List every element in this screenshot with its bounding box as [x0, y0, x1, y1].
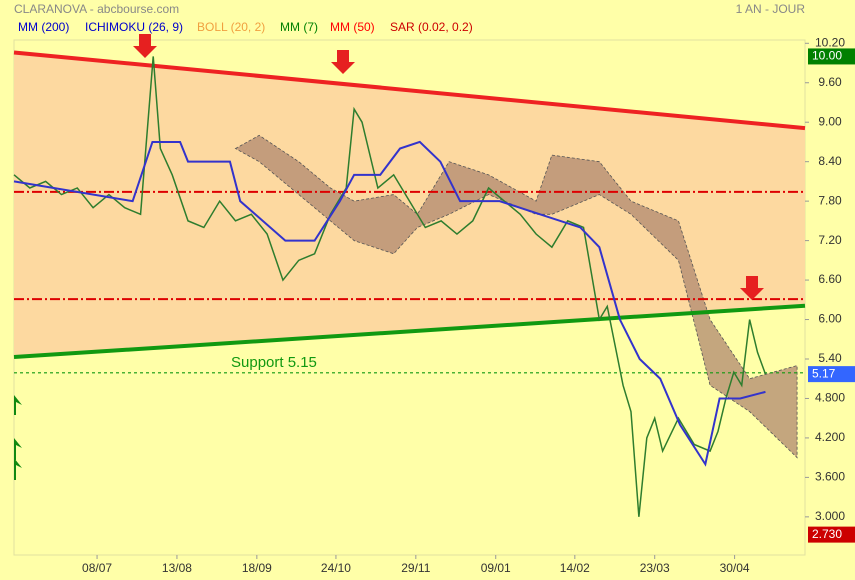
up-arrow	[14, 458, 22, 480]
ichimoku-line	[13, 140, 766, 467]
legend-entry: MM (200)	[18, 20, 69, 34]
trend-line	[13, 50, 806, 131]
y-tick-label: 9.00	[818, 114, 842, 128]
price-label-box	[808, 48, 855, 65]
down-arrow	[740, 276, 764, 300]
chart-subtitle: 1 AN - JOUR	[736, 2, 806, 16]
y-tick-label: 9.60	[818, 75, 842, 89]
y-tick-label: 6.00	[818, 312, 842, 326]
legend-entry: MM (50)	[330, 20, 375, 34]
x-tick-label: 13/08	[162, 561, 192, 575]
legend-entry: ICHIMOKU (26, 9)	[85, 20, 183, 34]
y-tick-label: 5.40	[818, 351, 842, 365]
price-label: 10.00	[812, 49, 842, 63]
legend-entry: BOLL (20, 2)	[197, 20, 265, 34]
x-tick-label: 23/03	[640, 561, 670, 575]
x-tick-label: 08/07	[82, 561, 112, 575]
x-tick-label: 09/01	[481, 561, 511, 575]
up-arrow	[14, 395, 22, 415]
x-tick-label: 24/10	[321, 561, 351, 575]
bollinger-band	[14, 52, 805, 358]
y-tick-label: 3.600	[815, 470, 845, 484]
y-tick-label: 7.20	[818, 233, 842, 247]
y-tick-label: 4.800	[815, 391, 845, 405]
y-tick-label: 7.80	[818, 193, 842, 207]
price-label-box	[808, 526, 855, 543]
y-tick-label: 6.60	[818, 272, 842, 286]
x-tick-label: 30/04	[720, 561, 750, 575]
signal-arrows	[14, 34, 764, 480]
price-line	[13, 56, 767, 517]
x-tick-label: 14/02	[560, 561, 590, 575]
y-tick-label: 4.200	[815, 430, 845, 444]
down-arrow	[331, 50, 355, 74]
price-label-box	[808, 366, 855, 383]
x-tick-label: 29/11	[401, 561, 430, 575]
down-arrow	[133, 34, 157, 58]
level-label: Support 5.15	[231, 354, 317, 371]
trend-line	[13, 303, 806, 360]
y-tick-label: 3.000	[815, 509, 845, 523]
price-label: 2.730	[812, 527, 842, 541]
y-tick-label: 8.40	[818, 154, 842, 168]
legend-entry: SAR (0.02, 0.2)	[390, 20, 473, 34]
ichimoku-cloud	[234, 134, 798, 459]
price-label: 5.17	[812, 366, 836, 380]
x-tick-label: 18/09	[242, 561, 272, 575]
y-tick-label: 10.20	[815, 35, 845, 49]
chart-title: CLARANOVA - abcbourse.com	[14, 2, 179, 16]
up-arrow	[14, 438, 22, 460]
legend-entry: MM (7)	[280, 20, 318, 34]
